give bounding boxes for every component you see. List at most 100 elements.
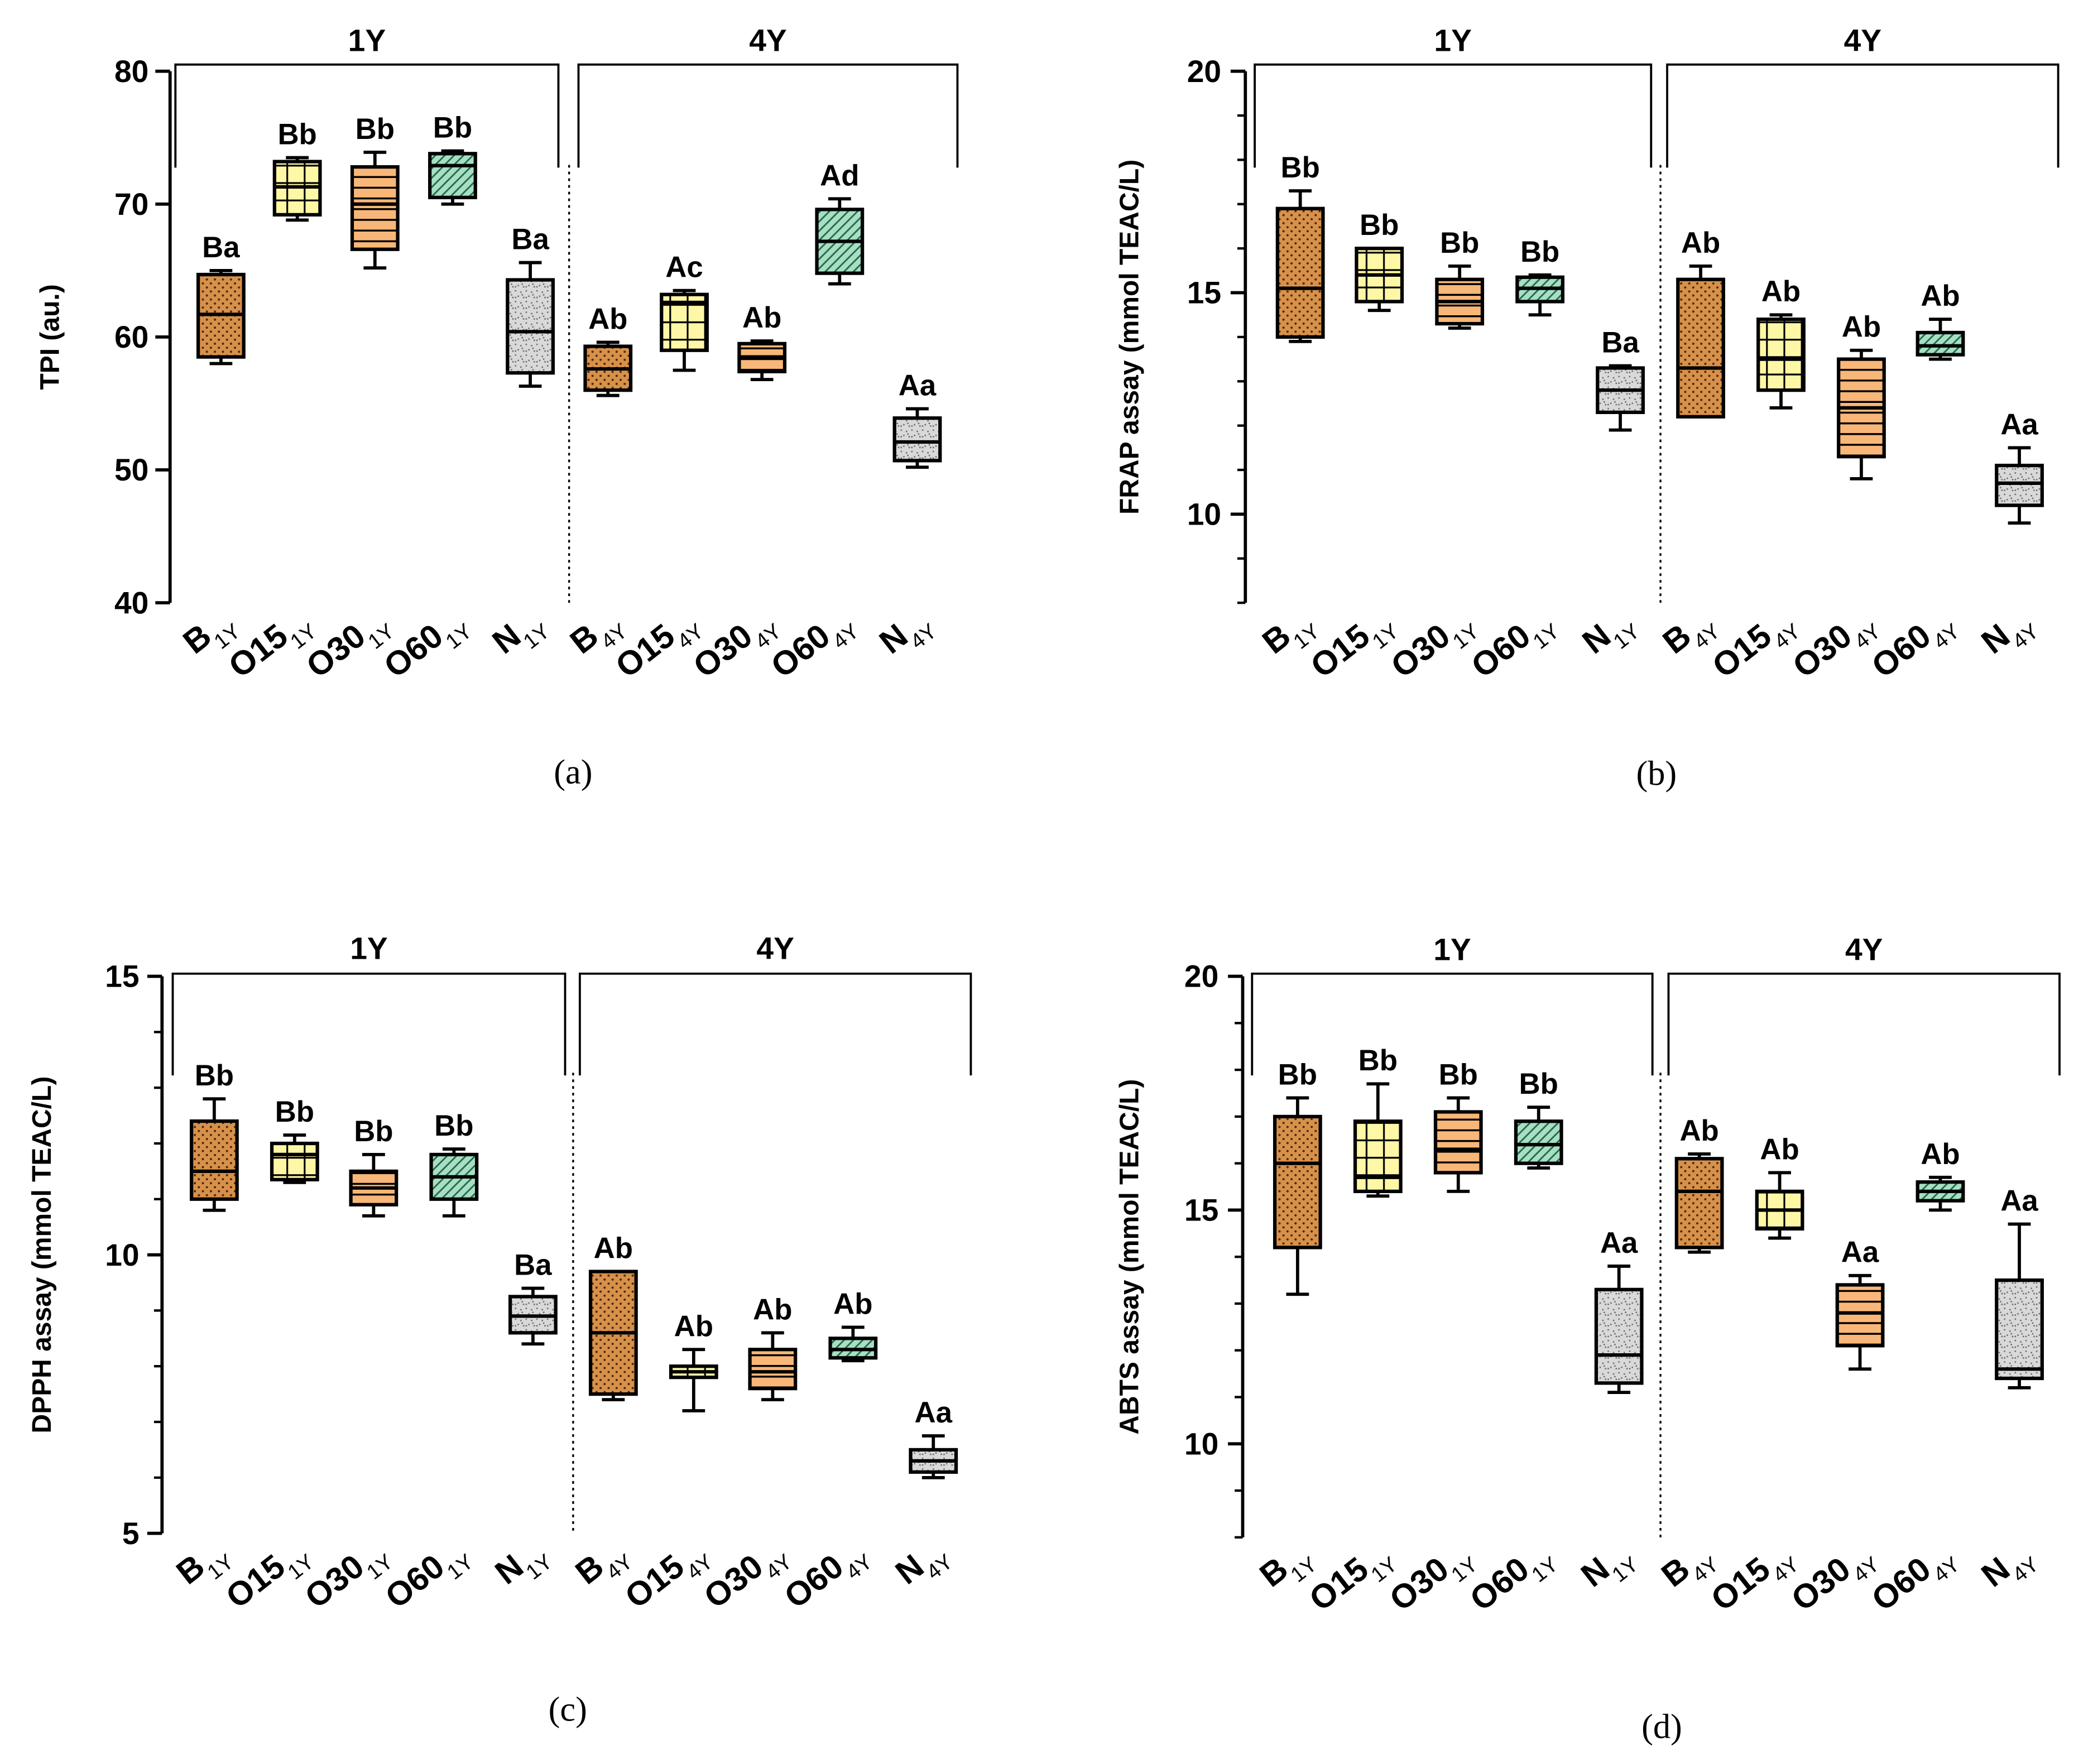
category-label: O154Y bbox=[618, 1531, 717, 1623]
category-label: O301Y bbox=[1384, 600, 1484, 693]
y-tick-label: 5 bbox=[122, 1516, 140, 1551]
group-label: 1Y bbox=[1433, 933, 1471, 967]
significance-label: Ab bbox=[1842, 311, 1881, 344]
group-bracket bbox=[174, 63, 560, 168]
y-tick-label: 20 bbox=[1184, 959, 1218, 994]
significance-label: Ab bbox=[1760, 1133, 1799, 1166]
group-bracket bbox=[578, 972, 972, 1076]
y-tick-label: 20 bbox=[1187, 54, 1221, 89]
significance-label: Bb bbox=[433, 112, 472, 145]
significance-label: Ab bbox=[1921, 1138, 1960, 1171]
category-label: N4Y bbox=[1975, 1534, 2043, 1602]
category-base: N bbox=[889, 1547, 930, 1591]
box-iqr bbox=[506, 278, 555, 375]
box-n-4y: Aa N4Y bbox=[1975, 1185, 2044, 1602]
significance-label: Aa bbox=[2000, 1185, 2038, 1218]
group-label: 1Y bbox=[350, 931, 387, 965]
category-base: N bbox=[486, 617, 527, 661]
group-label: 4Y bbox=[1844, 23, 1881, 58]
box-iqr bbox=[1273, 1114, 1322, 1249]
significance-label: Aa bbox=[1841, 1236, 1879, 1269]
significance-label: Bb bbox=[1439, 1058, 1478, 1091]
significance-label: Bb bbox=[1278, 1058, 1317, 1091]
category-label: O604Y bbox=[764, 600, 863, 693]
category-base: B bbox=[563, 617, 605, 661]
y-tick-label: 15 bbox=[1187, 276, 1221, 310]
group-bracket bbox=[1251, 972, 1654, 1076]
category-base: B bbox=[1255, 617, 1297, 661]
category-label: N1Y bbox=[1574, 1534, 1643, 1602]
category-label: O301Y bbox=[299, 600, 399, 693]
y-axis-title: DPPH assay (mmol TEAC/L) bbox=[27, 1076, 57, 1434]
group-bracket bbox=[1667, 972, 2061, 1076]
significance-label: Bb bbox=[434, 1109, 473, 1142]
category-label: O304Y bbox=[697, 1531, 796, 1623]
category-base: N bbox=[1574, 1550, 1616, 1594]
significance-label: Ab bbox=[1761, 275, 1801, 308]
box-iqr bbox=[350, 165, 400, 251]
box-o15-1y: Bb O151Y bbox=[219, 1095, 319, 1623]
box-iqr bbox=[748, 1348, 798, 1391]
group-label: 4Y bbox=[749, 23, 786, 58]
category-label: O604Y bbox=[777, 1531, 877, 1623]
box-o60-4y: Ad O604Y bbox=[764, 159, 865, 693]
box-iqr bbox=[1433, 1110, 1483, 1175]
y-axis-title: ABTS assay (mmol TEAC/L) bbox=[1115, 1079, 1144, 1435]
category-label: O151Y bbox=[222, 600, 321, 693]
category-base: N bbox=[1975, 617, 2017, 661]
significance-label: Bb bbox=[354, 1115, 393, 1148]
box-iqr bbox=[189, 1119, 239, 1201]
category-label: O301Y bbox=[1382, 1534, 1482, 1626]
significance-label: Ab bbox=[588, 302, 627, 335]
y-tick-label: 10 bbox=[1184, 1426, 1218, 1461]
category-label: O154Y bbox=[1705, 600, 1804, 693]
category-label: O601Y bbox=[378, 1531, 478, 1623]
y-tick-label: 15 bbox=[105, 959, 139, 994]
significance-label: Ab bbox=[1681, 227, 1720, 259]
y-tick-label: 10 bbox=[1187, 497, 1221, 532]
box-iqr bbox=[270, 1141, 319, 1181]
group-label: 1Y bbox=[1434, 23, 1471, 58]
significance-label: Bb bbox=[1519, 1068, 1558, 1100]
significance-label: Ab bbox=[753, 1293, 792, 1326]
significance-label: Ab bbox=[1921, 280, 1960, 313]
box-o60-4y: Ab O604Y bbox=[1865, 1138, 1965, 1618]
y-tick-label: 80 bbox=[114, 54, 148, 89]
group-bracket bbox=[171, 972, 567, 1076]
box-iqr bbox=[1674, 1157, 1724, 1249]
box-iqr bbox=[1676, 277, 1725, 419]
box-o30-1y: Bb O301Y bbox=[298, 1115, 399, 1623]
box-iqr bbox=[1995, 463, 2044, 507]
y-tick-label: 15 bbox=[1184, 1193, 1218, 1228]
box-n-1y: Ba N1Y bbox=[486, 223, 555, 661]
box-o60-4y: Ab O604Y bbox=[777, 1287, 878, 1623]
significance-label: Aa bbox=[915, 1396, 953, 1429]
significance-label: Bb bbox=[356, 113, 395, 146]
category-label: O304Y bbox=[1785, 600, 1885, 693]
category-label: O301Y bbox=[298, 1531, 397, 1623]
category-label: N1Y bbox=[1576, 600, 1644, 669]
group-bracket bbox=[1666, 63, 2060, 168]
significance-label: Ba bbox=[511, 223, 549, 256]
category-base: N bbox=[1975, 1550, 2017, 1594]
y-axis-title: TPI (au.) bbox=[36, 284, 65, 390]
group-label: 4Y bbox=[1845, 933, 1883, 967]
significance-label: Ba bbox=[1601, 326, 1639, 359]
category-label: O151Y bbox=[219, 1531, 318, 1623]
significance-label: Ab bbox=[674, 1310, 713, 1343]
category-label: O604Y bbox=[1865, 600, 1964, 693]
caption-a: (a) bbox=[554, 753, 592, 791]
box-iqr bbox=[1275, 206, 1325, 339]
y-tick-label: 60 bbox=[114, 320, 148, 354]
box-iqr bbox=[1756, 318, 1806, 392]
significance-label: Bb bbox=[1520, 235, 1559, 268]
significance-label: Ba bbox=[514, 1248, 552, 1281]
